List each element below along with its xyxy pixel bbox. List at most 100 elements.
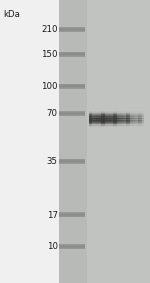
Bar	[94, 115, 95, 116]
Bar	[102, 120, 104, 121]
Bar	[93, 119, 94, 120]
Bar	[129, 120, 130, 121]
Bar	[130, 120, 131, 121]
Bar	[114, 116, 116, 117]
Bar	[139, 120, 141, 121]
Bar	[143, 115, 144, 116]
Bar	[90, 120, 92, 121]
Bar	[128, 116, 129, 117]
Bar	[124, 114, 125, 115]
Bar	[143, 114, 144, 115]
Bar	[100, 119, 101, 120]
Bar	[92, 115, 93, 116]
Bar	[132, 121, 133, 122]
Bar	[100, 122, 101, 123]
Bar	[103, 125, 105, 126]
Bar	[126, 123, 128, 124]
Bar	[136, 116, 137, 117]
Bar	[140, 119, 142, 120]
Bar	[125, 114, 126, 115]
Bar	[97, 116, 98, 117]
Bar	[104, 115, 105, 116]
Bar	[110, 114, 111, 115]
Bar	[100, 124, 101, 125]
Bar	[117, 116, 118, 117]
Bar	[108, 125, 109, 126]
Bar	[88, 119, 90, 120]
Bar	[102, 123, 104, 124]
Bar	[96, 125, 97, 126]
Bar	[102, 116, 104, 117]
Bar	[99, 122, 100, 123]
Bar	[126, 112, 128, 113]
Bar	[122, 123, 123, 124]
Bar	[95, 116, 96, 117]
Bar	[139, 118, 141, 119]
Bar	[95, 120, 96, 121]
Bar	[97, 120, 98, 121]
Bar	[112, 114, 114, 115]
Bar	[139, 125, 141, 126]
Bar	[134, 119, 135, 120]
Bar	[104, 118, 105, 119]
Bar	[112, 122, 113, 123]
Bar	[95, 119, 96, 120]
Bar	[117, 116, 118, 117]
Bar	[90, 124, 92, 125]
Bar	[102, 125, 104, 126]
Bar	[132, 126, 133, 127]
Bar	[101, 116, 103, 117]
Bar	[91, 126, 93, 127]
Bar	[94, 116, 95, 117]
Bar	[124, 122, 125, 123]
Bar	[116, 124, 117, 125]
Bar	[88, 114, 90, 115]
Bar	[93, 114, 94, 115]
Bar	[120, 118, 121, 119]
Bar	[96, 113, 97, 114]
Bar	[137, 115, 138, 116]
Bar	[124, 115, 125, 116]
Bar	[105, 122, 106, 123]
Bar	[131, 116, 132, 117]
Bar	[115, 116, 117, 117]
Bar	[132, 111, 133, 112]
Bar	[105, 114, 106, 115]
Bar	[104, 123, 105, 124]
Bar	[123, 112, 124, 113]
Bar	[120, 125, 121, 126]
Bar	[138, 123, 140, 124]
Bar	[137, 119, 138, 120]
Bar	[141, 112, 142, 113]
Bar	[133, 124, 134, 125]
Bar	[94, 112, 95, 113]
Bar	[134, 113, 135, 114]
Bar	[139, 121, 141, 122]
Bar	[128, 114, 129, 115]
Bar	[138, 112, 140, 113]
Bar	[92, 121, 93, 122]
Bar	[110, 118, 111, 119]
Bar	[102, 114, 104, 115]
Bar	[101, 119, 103, 120]
Bar	[114, 111, 116, 112]
Bar	[104, 118, 105, 119]
Bar	[138, 126, 139, 127]
Bar	[97, 120, 98, 121]
Bar	[143, 114, 144, 115]
Bar	[141, 124, 142, 125]
Bar	[125, 115, 126, 116]
Bar	[114, 119, 116, 120]
Bar	[123, 118, 124, 119]
Bar	[115, 120, 117, 121]
Bar	[115, 124, 117, 125]
Bar	[123, 124, 124, 125]
Bar	[121, 112, 122, 113]
Bar	[109, 117, 110, 118]
Bar	[130, 116, 131, 117]
Bar	[131, 118, 132, 119]
Bar	[112, 126, 114, 127]
Bar	[134, 118, 135, 119]
Bar	[117, 119, 118, 120]
Bar	[106, 123, 107, 124]
